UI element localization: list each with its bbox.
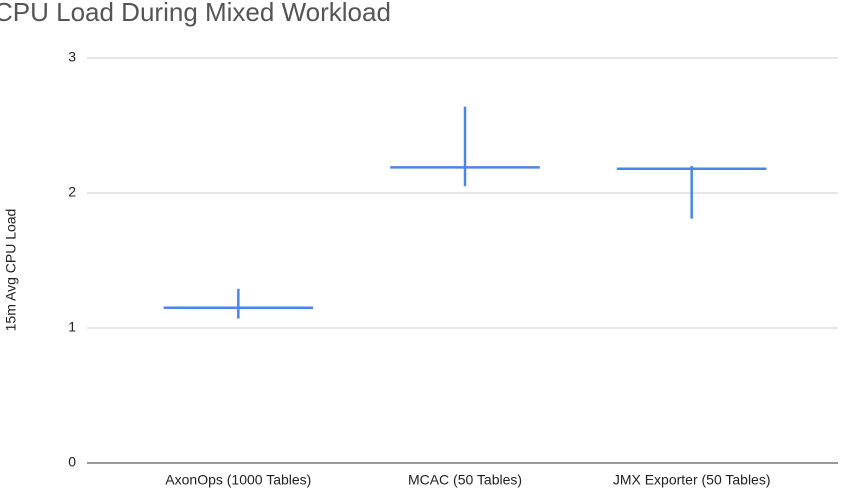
- x-tick-label: JMX Exporter (50 Tables): [613, 472, 771, 488]
- y-axis-label: 15m Avg CPU Load: [3, 209, 19, 332]
- chart-title: CPU Load During Mixed Workload: [0, 0, 391, 27]
- y-tick-label: 2: [68, 184, 76, 200]
- y-tick-label: 0: [68, 454, 76, 470]
- x-tick-label: AxonOps (1000 Tables): [165, 472, 311, 488]
- x-tick-label: MCAC (50 Tables): [408, 472, 522, 488]
- y-tick-label: 1: [68, 319, 76, 335]
- y-tick-label: 3: [68, 49, 76, 65]
